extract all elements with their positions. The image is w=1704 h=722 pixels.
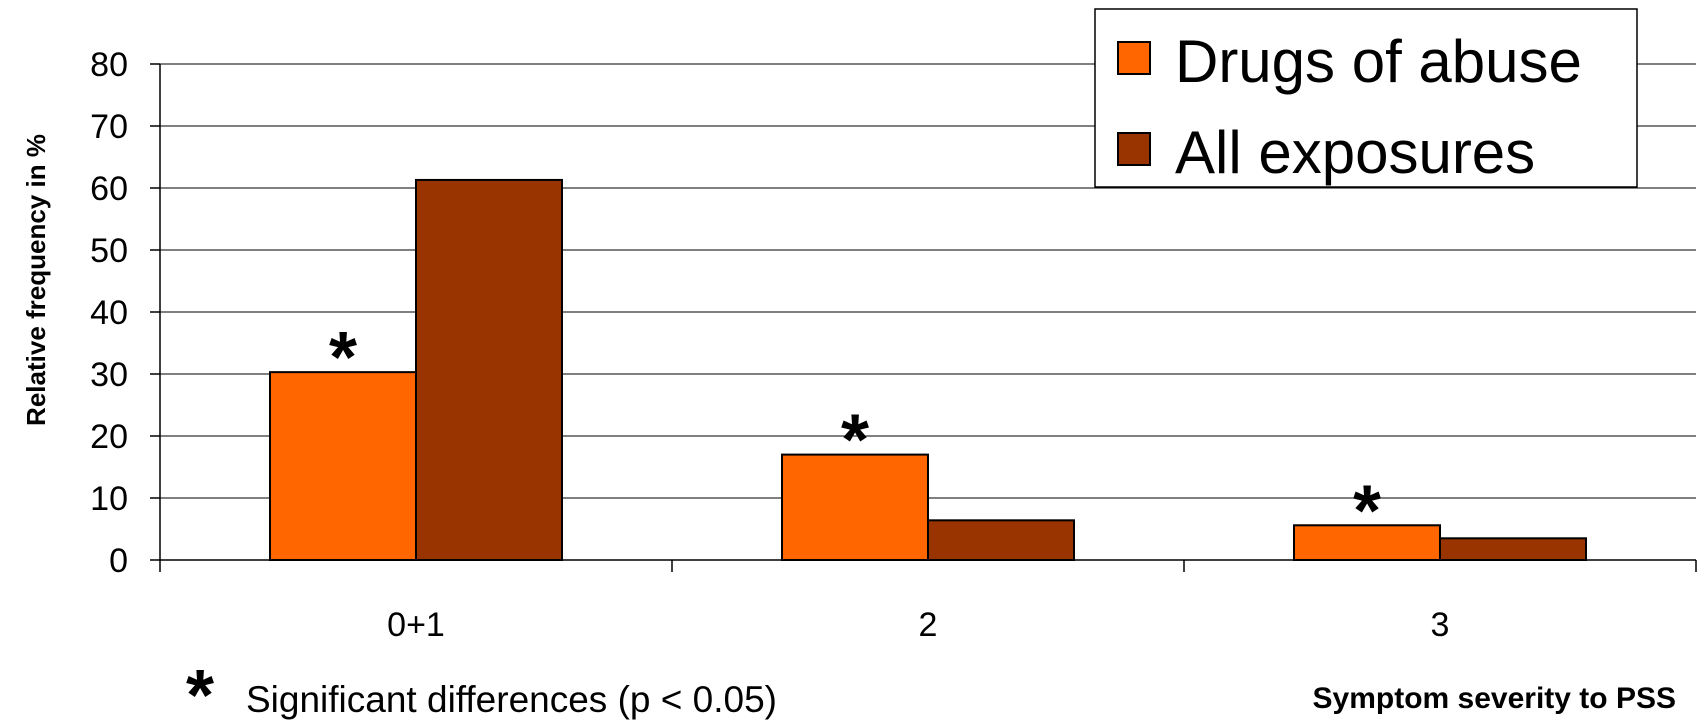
y-tick-label: 20	[90, 418, 128, 456]
legend-box	[1094, 8, 1638, 188]
x-axis-label: Symptom severity to PSS	[1313, 682, 1676, 715]
x-tick-label: 2	[919, 606, 938, 644]
significance-asterisk: *	[841, 401, 869, 481]
bar-all-exposures-1	[415, 178, 563, 561]
x-tick-labels: 0+1 2 3	[159, 560, 1697, 644]
y-axis-label: Relative frequency in %	[21, 134, 51, 426]
y-tick-label: 40	[90, 294, 128, 332]
y-tick-label: 80	[90, 46, 128, 84]
bar-drugs-of-abuse-1	[269, 371, 417, 562]
bar-all-exposures-2	[927, 519, 1075, 562]
y-tick-labels: 0 10 20 30 40 50 60 70 80	[90, 46, 160, 580]
y-tick-label: 30	[90, 356, 128, 394]
bar-all-exposures-3	[1439, 537, 1587, 561]
legend-label-all-exposures: All exposures	[1175, 119, 1535, 186]
x-tick-label: 3	[1431, 606, 1450, 644]
significance-asterisk: *	[1353, 471, 1381, 551]
legend-swatch-drugs-of-abuse	[1117, 41, 1151, 75]
footnote-asterisk: *	[186, 656, 214, 722]
y-tick-label: 60	[90, 170, 128, 208]
legend-swatch-all-exposures	[1117, 132, 1151, 166]
y-tick-label: 10	[90, 480, 128, 518]
y-tick-label: 70	[90, 108, 128, 146]
y-tick-label: 0	[109, 542, 128, 580]
legend-label-drugs-of-abuse: Drugs of abuse	[1175, 28, 1582, 95]
bar-drugs-of-abuse-2	[781, 453, 929, 562]
footnote-text: Significant differences (p < 0.05)	[246, 679, 777, 720]
significance-markers: * * *	[329, 318, 1381, 551]
bars	[269, 178, 1587, 562]
significance-asterisk: *	[329, 318, 357, 398]
x-tick-label: 0+1	[387, 606, 445, 644]
legend: Drugs of abuse All exposures	[1094, 8, 1638, 188]
y-tick-label: 50	[90, 232, 128, 270]
